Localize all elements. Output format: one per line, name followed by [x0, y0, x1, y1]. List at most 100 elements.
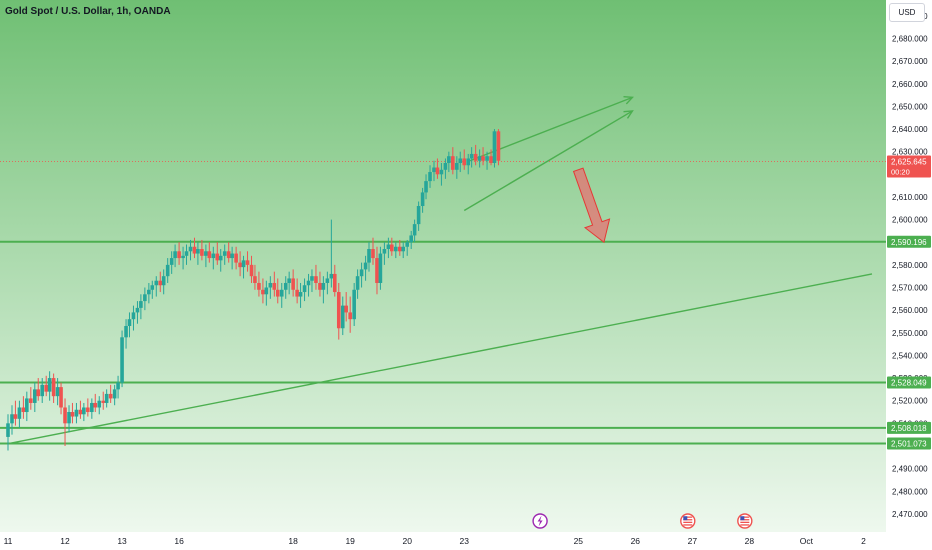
candle-body [264, 287, 269, 295]
candle-body [44, 384, 49, 392]
y-tick-label: 2,630.000 [892, 148, 928, 157]
y-tick-label: 2,600.000 [892, 216, 928, 225]
x-tick-label: 28 [745, 536, 755, 546]
candle-body [192, 246, 197, 254]
candle-body [496, 131, 501, 161]
candle-body [101, 400, 106, 403]
candle-body [291, 278, 295, 290]
candle-body [298, 292, 303, 297]
candle-body [40, 384, 45, 397]
candle-body [409, 235, 413, 243]
x-tick-label: 13 [117, 536, 127, 546]
price-axis-background [886, 0, 932, 550]
candle-body [462, 158, 467, 166]
candle-body [424, 181, 428, 193]
candle-body [473, 153, 478, 161]
candle-body [196, 249, 200, 254]
y-tick-label: 2,550.000 [892, 329, 928, 338]
candle-body [59, 387, 63, 408]
y-tick-label: 2,570.000 [892, 284, 928, 293]
candle-body [318, 282, 322, 290]
candle-body [257, 282, 261, 290]
candle-body [63, 407, 67, 424]
candle-body [181, 255, 185, 259]
candle-body [279, 289, 284, 297]
candle-body [466, 158, 471, 166]
candle-body [378, 253, 383, 283]
y-tick-label: 2,480.000 [892, 487, 928, 496]
candle-body [150, 285, 155, 290]
candle-body [188, 246, 193, 252]
x-tick-label: 16 [174, 536, 184, 546]
price-label: 2,528.049 [891, 378, 927, 387]
level-price-badge [887, 235, 931, 248]
candle-body [200, 249, 204, 256]
trend-line[interactable] [7, 273, 873, 445]
candle-body [390, 244, 394, 252]
flag-stripe [683, 524, 693, 526]
candle-body [332, 273, 337, 293]
y-tick-label: 2,560.000 [892, 306, 928, 315]
countdown-label: 00:20 [891, 168, 910, 177]
candle-body [344, 305, 348, 313]
candle-body [139, 301, 143, 308]
us-flag-event-icon[interactable] [737, 513, 753, 529]
y-tick-label: 2,490.000 [892, 465, 928, 474]
candle-body [394, 246, 398, 252]
candle-body [412, 224, 417, 236]
candle-body [222, 251, 227, 256]
candle-body [485, 156, 489, 161]
candle-body [177, 251, 181, 259]
y-tick-label: 2,470.000 [892, 510, 928, 519]
candle-body [36, 389, 41, 397]
candle-body [78, 409, 83, 415]
x-tick-label: 20 [402, 536, 412, 546]
candle-body [184, 251, 189, 256]
candle-body [21, 407, 26, 413]
candle-body [477, 156, 482, 161]
candle-body [234, 253, 238, 263]
candle-body [321, 282, 326, 290]
candle-body [443, 162, 448, 170]
x-tick-label: 2 [861, 536, 866, 546]
candle-body [375, 258, 379, 283]
y-tick-label: 2,680.000 [892, 34, 928, 43]
level-price-badge [887, 421, 931, 434]
x-tick-label: 19 [345, 536, 355, 546]
candle-body [329, 273, 334, 279]
candle-body [93, 402, 98, 408]
y-tick-label: 2,650.000 [892, 102, 928, 111]
candle-body [169, 258, 174, 265]
candle-body [173, 251, 177, 259]
bearish-arrow[interactable] [572, 167, 611, 244]
candle-body [249, 264, 254, 277]
candle-body [371, 249, 375, 259]
candle-body [295, 289, 299, 297]
candle-body [116, 382, 120, 390]
price-label: 2,501.073 [891, 440, 927, 449]
y-tick-label: 2,670.000 [892, 57, 928, 66]
flag-stripe [740, 521, 750, 523]
candle-body [90, 402, 94, 413]
candle-body [492, 131, 497, 163]
trend-line[interactable] [463, 110, 633, 212]
candle-body [306, 280, 311, 286]
currency-button[interactable]: USD [889, 3, 925, 22]
candle-body [143, 294, 147, 302]
x-tick-label: 11 [4, 536, 13, 546]
x-tick-label: 18 [288, 536, 298, 546]
candle-body [33, 389, 37, 403]
candle-body [82, 407, 86, 415]
us-flag-event-icon[interactable] [680, 513, 696, 529]
candle-body [10, 414, 14, 424]
candle-body [135, 307, 140, 313]
candle-body [432, 167, 436, 173]
candle-body [336, 292, 341, 329]
candle-body [86, 407, 90, 413]
candle-body [348, 312, 352, 320]
chart-title: Gold Spot / U.S. Dollar, 1h, OANDA [5, 6, 171, 17]
candle-body [367, 249, 371, 263]
price-label: 2,625.645 [891, 158, 927, 167]
candle-body [340, 305, 345, 329]
